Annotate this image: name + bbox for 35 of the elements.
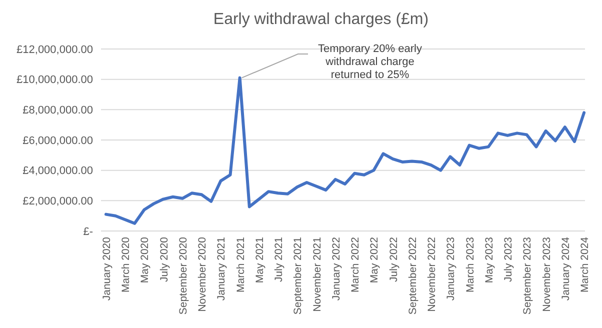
y-tick-label: £4,000,000.00 xyxy=(22,165,93,178)
y-tick-label: £- xyxy=(83,226,94,238)
x-tick-label: March 2022 xyxy=(350,236,362,292)
annotation: Temporary 20% early withdrawal charge returned to 25% xyxy=(318,43,422,81)
x-tick-label: March 2020 xyxy=(120,236,132,292)
x-tick-label: May 2022 xyxy=(368,236,381,284)
x-tick-label: May 2020 xyxy=(139,236,152,284)
x-tick-label: November 2022 xyxy=(426,236,438,312)
x-tick-label: March 2021 xyxy=(234,236,247,292)
x-tick-label: July 2023 xyxy=(502,236,515,282)
x-tick-label: January 2020 xyxy=(100,236,113,301)
y-tick-label: £10,000,000.00 xyxy=(16,74,93,86)
x-tick-label: September 2023 xyxy=(522,236,534,315)
x-tick-label: November 2021 xyxy=(311,236,324,312)
x-tick-label: July 2022 xyxy=(388,236,400,282)
x-tick-label: May 2021 xyxy=(254,236,266,284)
x-tick-label: May 2023 xyxy=(483,236,496,284)
x-tick-label: September 2022 xyxy=(406,236,419,315)
y-tick-label: £2,000,000.00 xyxy=(22,196,93,208)
x-tick-label: January 2022 xyxy=(330,236,342,301)
x-tick-label: January 2023 xyxy=(445,236,458,301)
x-tick-label: November 2023 xyxy=(540,236,553,312)
x-tick-label: July 2020 xyxy=(158,236,170,282)
x-tick-label: July 2021 xyxy=(273,236,286,282)
y-tick-label: £8,000,000.00 xyxy=(22,104,93,117)
x-tick-label: September 2020 xyxy=(177,236,190,315)
x-tick-label: March 2023 xyxy=(464,236,476,292)
x-tick-label: September 2021 xyxy=(292,236,304,315)
chart-title: Early withdrawal charges (£m) xyxy=(213,11,429,28)
x-tick-label: November 2020 xyxy=(196,236,209,312)
x-tick-label: January 2024 xyxy=(560,236,572,301)
x-tick-label: March 2024 xyxy=(579,236,592,292)
x-tick-label: January 2021 xyxy=(216,236,228,301)
y-tick-label: £12,000,000.00 xyxy=(16,44,93,56)
y-tick-label: £6,000,000.00 xyxy=(22,134,93,147)
